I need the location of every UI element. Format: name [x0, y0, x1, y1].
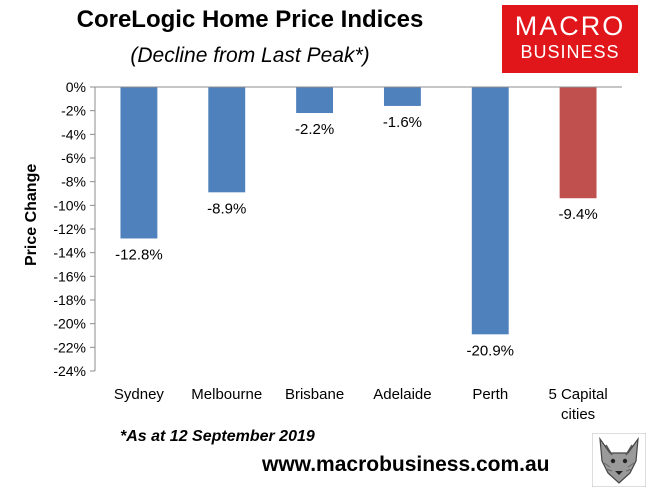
- x-tick-label: Perth: [472, 386, 508, 403]
- bar: [559, 87, 597, 199]
- y-tick-label: -8%: [61, 174, 86, 190]
- y-tick-label: -24%: [53, 363, 86, 379]
- y-tick-label: -16%: [53, 268, 86, 284]
- y-tick-label: -10%: [53, 197, 86, 213]
- footnote: *As at 12 September 2019: [120, 428, 315, 445]
- bar: [296, 87, 334, 114]
- y-tick-label: -6%: [61, 150, 86, 166]
- macro-business-logo: MACRO BUSINESS: [502, 5, 638, 73]
- data-label: -1.6%: [383, 114, 422, 131]
- y-tick-label: 0%: [66, 79, 86, 95]
- y-tick-label: -20%: [53, 316, 86, 332]
- bar: [471, 87, 509, 335]
- wolf-icon: [592, 433, 646, 487]
- x-tick-label: Brisbane: [285, 386, 344, 403]
- x-tick-label: 5 Capital: [548, 386, 607, 403]
- website-url: www.macrobusiness.com.au: [262, 453, 550, 476]
- data-label: -20.9%: [466, 342, 514, 359]
- logo-line-2: BUSINESS: [520, 42, 620, 62]
- chart-subtitle: (Decline from Last Peak*): [130, 44, 370, 67]
- y-tick-label: -2%: [61, 103, 86, 119]
- bar: [120, 87, 158, 239]
- y-tick-label: -18%: [53, 292, 86, 308]
- logo-line-1: MACRO: [514, 11, 626, 41]
- data-label: -12.8%: [115, 246, 163, 263]
- x-tick-label: cities: [561, 406, 595, 423]
- y-tick-label: -22%: [53, 339, 86, 355]
- bar: [208, 87, 246, 193]
- chart-title: CoreLogic Home Price Indices: [76, 6, 424, 33]
- bar: [383, 87, 421, 106]
- data-label: -2.2%: [295, 121, 334, 138]
- y-tick-label: -12%: [53, 221, 86, 237]
- x-tick-label: Adelaide: [373, 386, 431, 403]
- x-tick-label: Sydney: [114, 386, 165, 403]
- y-tick-label: -4%: [61, 126, 86, 142]
- data-label: -9.4%: [558, 206, 597, 223]
- y-tick-label: -14%: [53, 245, 86, 261]
- x-tick-label: Melbourne: [191, 386, 262, 403]
- data-label: -8.9%: [207, 200, 246, 217]
